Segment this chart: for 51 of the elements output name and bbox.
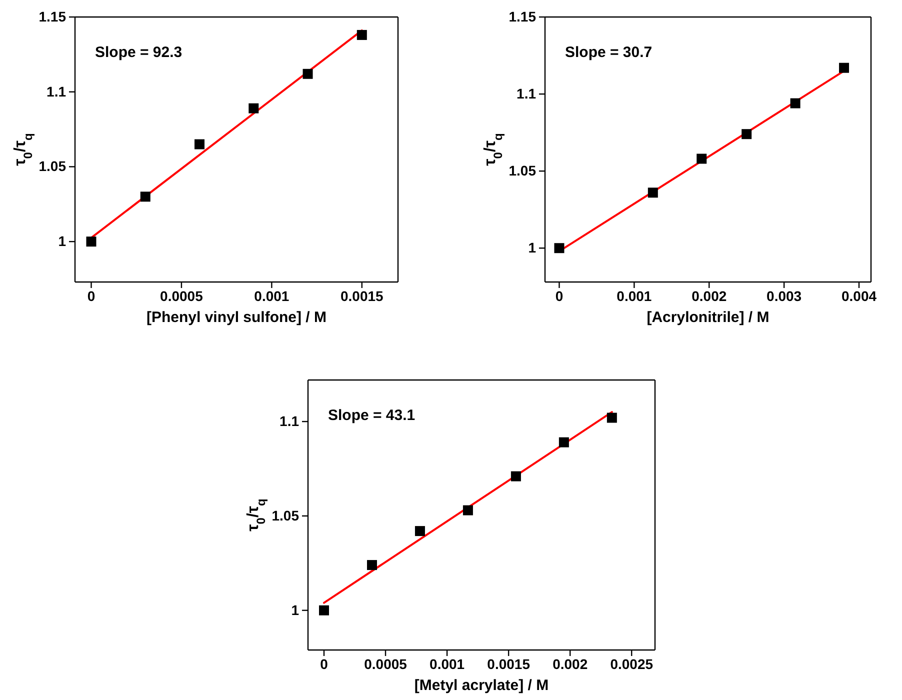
- y-tick-label: 1.05: [508, 162, 536, 179]
- point: [140, 192, 150, 202]
- x-axis-title: [Phenyl vinyl sulfone] / M: [146, 309, 327, 326]
- point: [554, 243, 564, 254]
- x-tick-label: 0.0005: [160, 288, 204, 304]
- point: [462, 505, 473, 516]
- point: [366, 560, 377, 570]
- y-tick-label: 1.05: [272, 507, 300, 524]
- y-tick-label: 1.05: [38, 158, 66, 174]
- y-tick-label: 1.1: [280, 413, 300, 430]
- y-tick-label: 1.1: [46, 83, 66, 100]
- annotation: Slope = 92.3: [95, 44, 182, 61]
- x-tick-label: 0: [320, 656, 328, 672]
- x-tick-label: 0.003: [766, 288, 802, 304]
- x-tick-label: 0.0025: [610, 656, 654, 672]
- point: [248, 103, 259, 114]
- point: [414, 526, 425, 536]
- x-tick-label: 0.0005: [364, 656, 408, 672]
- x-tick-label: 0.001: [430, 656, 465, 672]
- point: [696, 154, 707, 164]
- annotation: Slope = 30.7: [565, 44, 652, 61]
- y-tick-label: 1: [528, 240, 536, 256]
- x-tick-label: 0.002: [692, 288, 727, 304]
- y-tick-label: 1.15: [508, 8, 536, 24]
- point: [648, 188, 658, 198]
- point: [86, 236, 96, 247]
- x-tick-label: 0.0015: [340, 288, 384, 304]
- x-tick-label: 0.002: [552, 656, 588, 672]
- point: [558, 437, 569, 448]
- point: [510, 471, 521, 482]
- x-axis-title: [Metyl acrylate] / M: [414, 677, 549, 694]
- x-tick-label: 0.004: [841, 288, 877, 304]
- annotation: Slope = 43.1: [328, 407, 416, 424]
- point: [790, 98, 800, 108]
- y-tick-label: 1: [58, 233, 66, 250]
- point: [742, 129, 752, 140]
- point: [606, 412, 617, 423]
- x-tick-label: 0.0015: [487, 656, 530, 672]
- x-tick-label: 0: [555, 288, 564, 304]
- point: [356, 30, 367, 40]
- point: [318, 605, 329, 616]
- x-tick-label: 0.001: [616, 288, 652, 304]
- x-tick-label: 0: [87, 288, 96, 304]
- y-tick-label: 1.15: [38, 8, 66, 24]
- point: [839, 62, 850, 73]
- point: [302, 68, 313, 79]
- y-tick-label: 1.1: [516, 86, 536, 102]
- x-tick-label: 0.001: [254, 288, 290, 304]
- point: [194, 139, 205, 150]
- y-tick-label: 1: [291, 602, 300, 618]
- x-axis-title: [Acrylonitrile] / M: [646, 309, 770, 326]
